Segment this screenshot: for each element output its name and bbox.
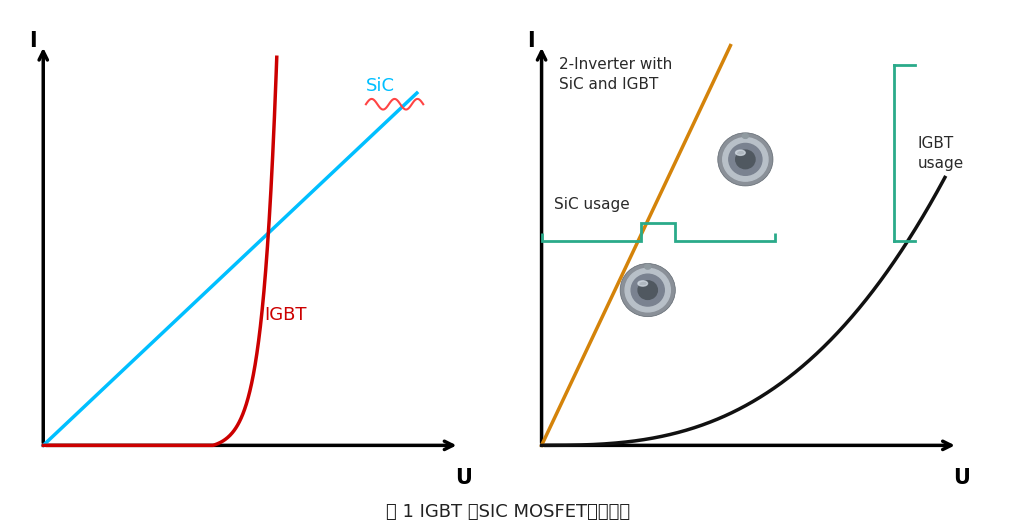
Text: IGBT
usage: IGBT usage: [917, 136, 963, 170]
Text: I: I: [28, 31, 37, 51]
Text: I: I: [527, 31, 535, 51]
Text: 2-Inverter with
SiC and IGBT: 2-Inverter with SiC and IGBT: [558, 57, 672, 92]
Text: IGBT: IGBT: [264, 306, 306, 323]
Ellipse shape: [645, 265, 651, 269]
Ellipse shape: [742, 134, 749, 138]
Circle shape: [638, 281, 657, 299]
Circle shape: [735, 150, 755, 169]
Circle shape: [723, 138, 768, 181]
Text: U: U: [954, 468, 970, 488]
Circle shape: [620, 264, 675, 317]
Circle shape: [625, 268, 670, 312]
Circle shape: [632, 274, 664, 306]
Text: SiC: SiC: [366, 77, 395, 95]
Text: U: U: [456, 468, 472, 488]
Circle shape: [729, 144, 762, 175]
Text: SiC usage: SiC usage: [554, 197, 631, 213]
Ellipse shape: [638, 281, 648, 286]
Text: 图 1 IGBT 和SIC MOSFET导通特性: 图 1 IGBT 和SIC MOSFET导通特性: [386, 503, 631, 521]
Ellipse shape: [735, 150, 745, 155]
Circle shape: [718, 133, 773, 186]
